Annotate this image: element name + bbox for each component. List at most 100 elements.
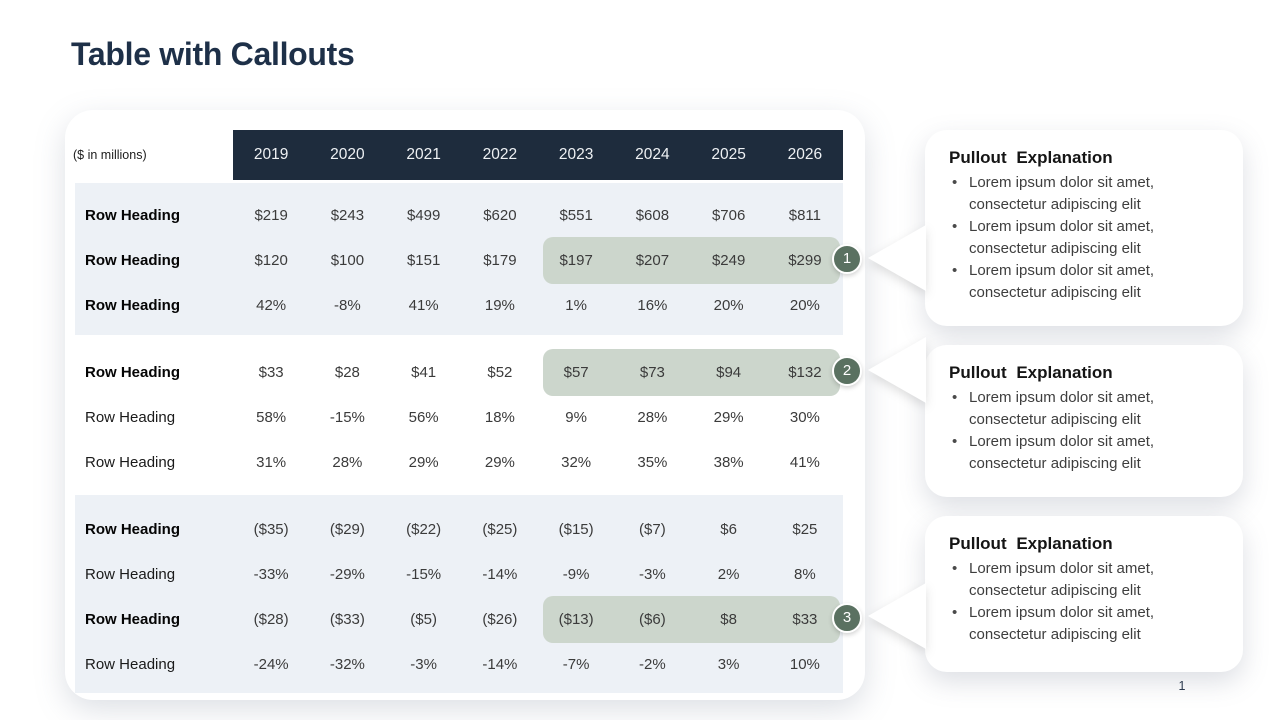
callout-pointer-icon [868, 337, 926, 403]
callout-bullet: Lorem ipsum dolor sit amet, consectetur … [949, 602, 1201, 646]
table-cell: -3% [410, 656, 437, 673]
table-cell: -2% [639, 656, 666, 673]
year-header-cell: 2020 [330, 146, 365, 163]
table-cell: 56% [408, 409, 439, 426]
table-cell: $28 [334, 364, 360, 381]
table-cell: $207 [635, 252, 670, 269]
row-heading: Row Heading [85, 521, 181, 538]
callout-bullet: Lorem ipsum dolor sit amet, consectetur … [949, 172, 1201, 216]
table-cell: -14% [482, 566, 518, 583]
slide-title: Table with Callouts [71, 36, 355, 72]
callout-pointer-icon [868, 583, 926, 649]
financial-table-card: ($ in millions) 2019 2020 2021 2022 2023 2024… [65, 110, 865, 700]
table-unit-label: ($ in millions) [73, 148, 147, 162]
callout-badge: 2 [832, 355, 862, 386]
page-number: 1 [1178, 679, 1186, 693]
table-cell: ($13) [558, 611, 594, 628]
callout-bullet-list: Lorem ipsum dolor sit amet, consectetur … [949, 172, 1223, 304]
row-heading: Row Heading [85, 252, 181, 269]
table-cell: 28% [637, 409, 668, 426]
table-group: Row Heading ($35) ($29) ($22) ($25) ($15) ($7)… [75, 495, 862, 693]
callout-bullet: Lorem ipsum dolor sit amet, consectetur … [949, 431, 1201, 475]
table-cell: $57 [563, 364, 589, 381]
year-header-cell: 2026 [787, 146, 823, 163]
table-cell: -33% [253, 566, 289, 583]
table-cell: 30% [789, 409, 820, 426]
table-cell: $25 [792, 521, 818, 538]
callout-bullet: Lorem ipsum dolor sit amet, consectetur … [949, 260, 1201, 304]
table-cell: 38% [713, 454, 744, 471]
callout-badge: 1 [832, 243, 862, 274]
table-cell: ($33) [329, 611, 365, 628]
table-cell: $41 [411, 364, 437, 381]
table-cell: 32% [561, 454, 592, 471]
table-cell: 18% [484, 409, 515, 426]
table-cell: ($7) [639, 521, 666, 538]
table-cell: 2% [717, 566, 740, 583]
table-row: Row Heading 42% -8% 41% 19% 1% 16% 20% 20% [75, 283, 843, 328]
table-row: Row Heading ($35) ($29) ($22) ($25) ($15) ($7)… [75, 507, 843, 552]
callout-bullet-list: Lorem ipsum dolor sit amet, consectetur … [949, 558, 1223, 646]
table-cell: 29% [408, 454, 439, 471]
table-row: Row Heading $219 $243 $499 $620 $551 $608 $706 $… [75, 193, 843, 238]
table-cell: $8 [720, 611, 737, 628]
table-year-header: 2019 2020 2021 2022 2023 2024 2025 2026 [233, 130, 843, 180]
table-cell: -14% [482, 656, 518, 673]
table-cell: $73 [639, 364, 665, 381]
callout-title: Pullout Explanation [949, 363, 1113, 382]
row-heading: Row Heading [85, 364, 181, 381]
callout-card: Pullout Explanation Lorem ipsum dolor si… [925, 130, 1243, 326]
year-header-cell: 2024 [635, 146, 670, 163]
year-header-cell: 2025 [711, 146, 746, 163]
table-row: Row Heading -33% -29% -15% -14% -9% -3% 2% 8% [75, 552, 843, 597]
table-cell: 29% [713, 409, 744, 426]
table-cell: 42% [256, 297, 287, 314]
table-cell: 20% [789, 297, 820, 314]
table-cell: 58% [256, 409, 287, 426]
table-cell: $299 [788, 252, 822, 269]
table-cell: -15% [329, 409, 365, 426]
callout-title: Pullout Explanation [949, 534, 1113, 553]
row-heading: Row Heading [85, 656, 176, 673]
table-row: Row Heading ($28) ($33) ($5) ($26) ($13) ($6) $… [75, 596, 862, 643]
table-cell: -32% [329, 656, 365, 673]
table-cell: $94 [716, 364, 742, 381]
year-header-cell: 2023 [558, 146, 594, 163]
table-row: Row Heading -24% -32% -3% -14% -7% -2% 3% 10% [75, 642, 843, 687]
table-cell: $100 [330, 252, 365, 269]
table-cell: -29% [329, 566, 365, 583]
table-cell: 3% [717, 656, 740, 673]
table-cell: $33 [792, 611, 818, 628]
table-cell: $811 [788, 207, 821, 224]
table-cell: -24% [253, 656, 289, 673]
callout-card: Pullout Explanation Lorem ipsum dolor si… [925, 345, 1243, 497]
table-cell: 8% [794, 566, 816, 583]
row-heading: Row Heading [85, 611, 181, 628]
table-cell: $706 [711, 207, 746, 224]
table-group: Row Heading $33 $28 $41 $52 $57 $73 $94 $132 2 Row… [75, 349, 862, 485]
table-cell: $120 [254, 252, 288, 269]
table-group: Row Heading $219 $243 $499 $620 $551 $608 $706 $… [75, 183, 862, 335]
highlight-band [543, 596, 840, 643]
callout-bullet-list: Lorem ipsum dolor sit amet, consectetur … [949, 387, 1223, 475]
row-heading: Row Heading [85, 297, 181, 314]
table-cell: $620 [483, 207, 517, 224]
table-cell: 41% [408, 297, 439, 314]
table-cell: -3% [639, 566, 666, 583]
table-cell: 31% [256, 454, 287, 471]
table-cell: 29% [484, 454, 515, 471]
table-cell: $249 [711, 252, 746, 269]
table-cell: $52 [487, 364, 513, 381]
table-cell: ($28) [253, 611, 289, 628]
row-heading: Row Heading [85, 454, 176, 471]
table-cell: $33 [258, 364, 284, 381]
table-row: Row Heading $120 $100 $151 $179 $197 $207 $249 $… [75, 237, 862, 284]
table-cell: $197 [559, 252, 593, 269]
table-cell: 28% [332, 454, 363, 471]
table-cell: -7% [562, 656, 590, 673]
table-cell: ($15) [558, 521, 594, 538]
table-cell: $132 [788, 364, 822, 381]
callout-bullet: Lorem ipsum dolor sit amet, consectetur … [949, 558, 1201, 602]
table-cell: ($22) [406, 521, 442, 538]
table-cell: 19% [484, 297, 515, 314]
